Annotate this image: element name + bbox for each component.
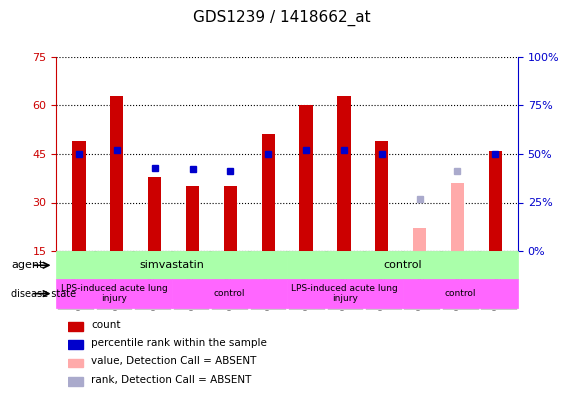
Bar [135,251,170,310]
Text: LPS-induced acute lung
injury: LPS-induced acute lung injury [61,284,167,303]
Bar [413,228,426,251]
Bar [68,340,83,349]
Bar [337,96,351,251]
Text: GSM29711: GSM29711 [379,256,388,305]
Text: GSM29707: GSM29707 [456,256,464,305]
Text: percentile rank within the sample: percentile rank within the sample [91,338,267,348]
Bar [443,251,477,310]
Text: value, Detection Call = ABSENT: value, Detection Call = ABSENT [91,356,257,367]
Text: count: count [91,320,120,330]
Text: GSM29713: GSM29713 [225,256,234,305]
Bar [300,105,312,251]
Text: control: control [214,289,245,298]
Bar [224,186,237,251]
Bar [110,96,123,251]
Bar [481,251,516,310]
Text: rank, Detection Call = ABSENT: rank, Detection Call = ABSENT [91,375,252,385]
Text: GSM29710: GSM29710 [341,256,349,305]
Bar [97,251,131,310]
Bar [375,141,388,251]
Text: GSM29709: GSM29709 [302,256,311,305]
Bar [451,183,464,251]
Text: GSM29706: GSM29706 [417,256,426,305]
Bar [404,251,439,310]
Text: GSM29712: GSM29712 [186,256,195,305]
Bar [366,251,401,310]
Text: GSM29708: GSM29708 [494,256,503,305]
Bar [73,141,86,251]
Text: disease state: disease state [11,289,77,298]
Text: GSM29717: GSM29717 [148,256,157,305]
Text: simvastatin: simvastatin [139,260,204,270]
Bar [68,377,83,386]
Bar [68,358,83,367]
Bar [289,251,324,310]
Text: GSM29714: GSM29714 [263,256,272,305]
Bar [58,251,93,310]
Bar [262,134,275,251]
Bar [186,186,199,251]
Bar [173,251,208,310]
Bar [328,251,362,310]
Bar [251,251,285,310]
Bar [212,251,247,310]
Text: GDS1239 / 1418662_at: GDS1239 / 1418662_at [193,10,370,26]
Text: LPS-induced acute lung
injury: LPS-induced acute lung injury [292,284,398,303]
Text: agent: agent [11,260,44,270]
Text: GSM29716: GSM29716 [110,256,118,305]
Text: control: control [383,260,422,270]
Text: control: control [445,289,476,298]
Text: GSM29715: GSM29715 [71,256,80,305]
Bar [148,177,162,251]
Bar [68,322,83,331]
Bar [489,151,502,251]
